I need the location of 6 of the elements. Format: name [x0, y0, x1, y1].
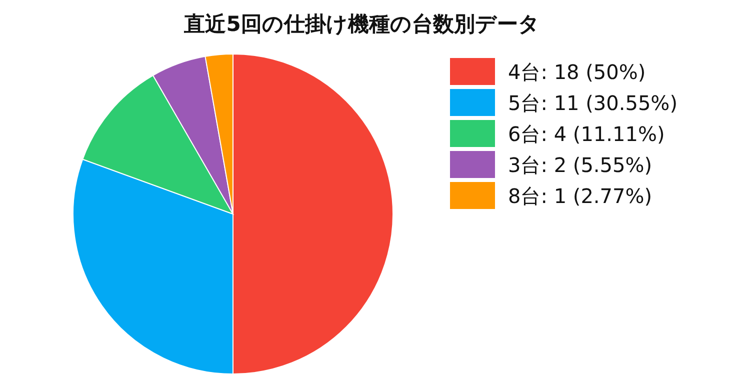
legend-label: 6台: 4 (11.11%): [508, 122, 665, 146]
legend-label: 8台: 1 (2.77%): [508, 184, 652, 208]
legend-label: 4台: 18 (50%): [508, 60, 646, 84]
legend-label: 3台: 2 (5.55%): [508, 153, 652, 177]
legend-label: 5台: 11 (30.55%): [508, 91, 678, 115]
chart-title: 直近5回の仕掛け機種の台数別データ: [183, 12, 540, 36]
